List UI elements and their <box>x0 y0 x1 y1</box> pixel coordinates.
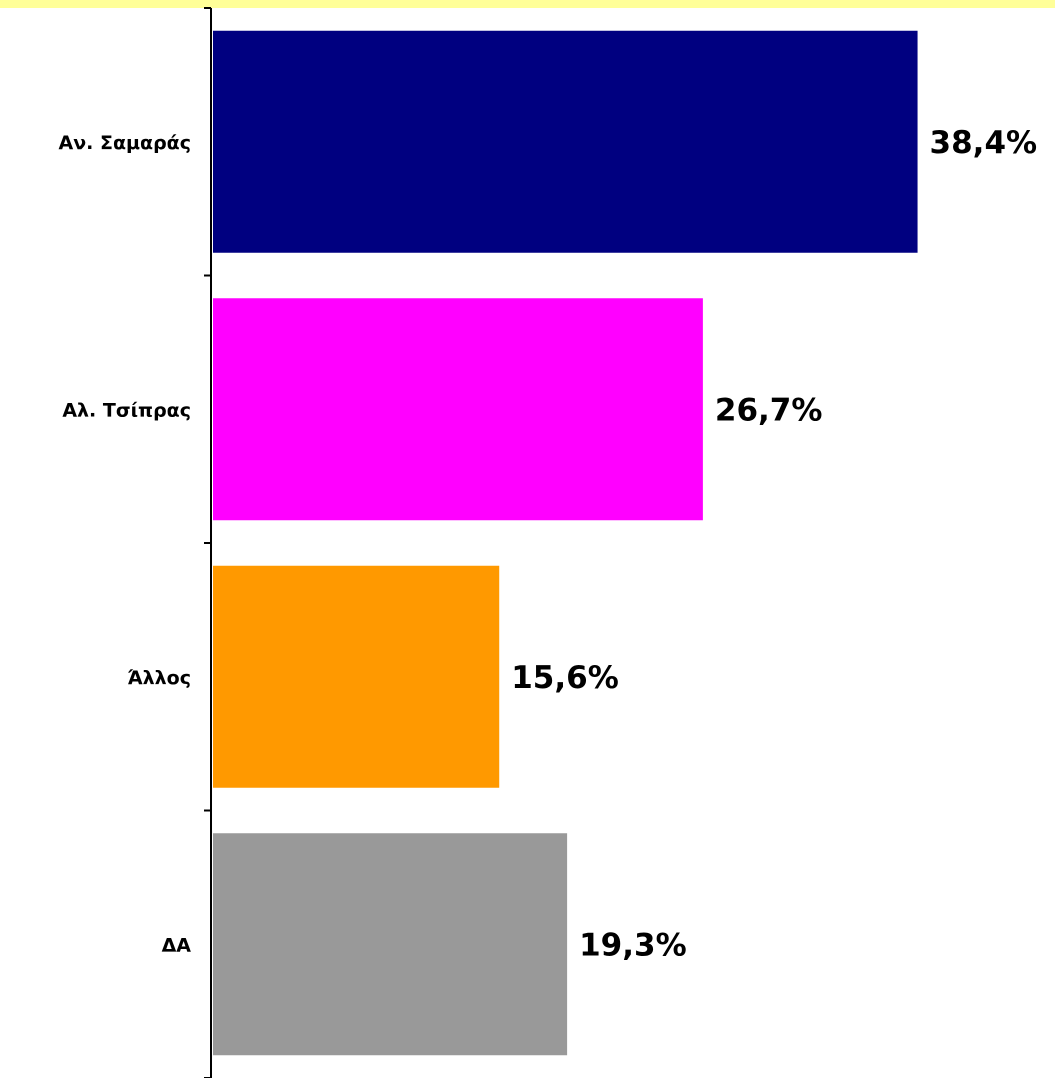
bars-layer <box>213 30 918 1056</box>
category-label-1: Αν. Σαμαράς <box>59 132 191 154</box>
value-label-4: 19,3% <box>579 927 687 963</box>
category-label-4: ΔΑ <box>162 934 192 956</box>
bar-3 <box>213 565 500 788</box>
category-label-3: Άλλος <box>127 667 191 689</box>
category-label-2: Αλ. Τσίπρας <box>62 399 191 421</box>
bar-2 <box>213 298 703 521</box>
axis-layer <box>204 7 212 1078</box>
value-label-1: 38,4% <box>930 125 1038 161</box>
top-band <box>0 0 1055 8</box>
labels-layer: Αν. Σαμαράς 38,4% Αλ. Τσίπρας 26,7% Άλλος 15,… <box>59 125 1038 964</box>
bar-1 <box>213 30 918 253</box>
value-label-3: 15,6% <box>511 660 619 696</box>
value-label-2: 26,7% <box>715 392 823 428</box>
bar-4 <box>213 833 568 1056</box>
